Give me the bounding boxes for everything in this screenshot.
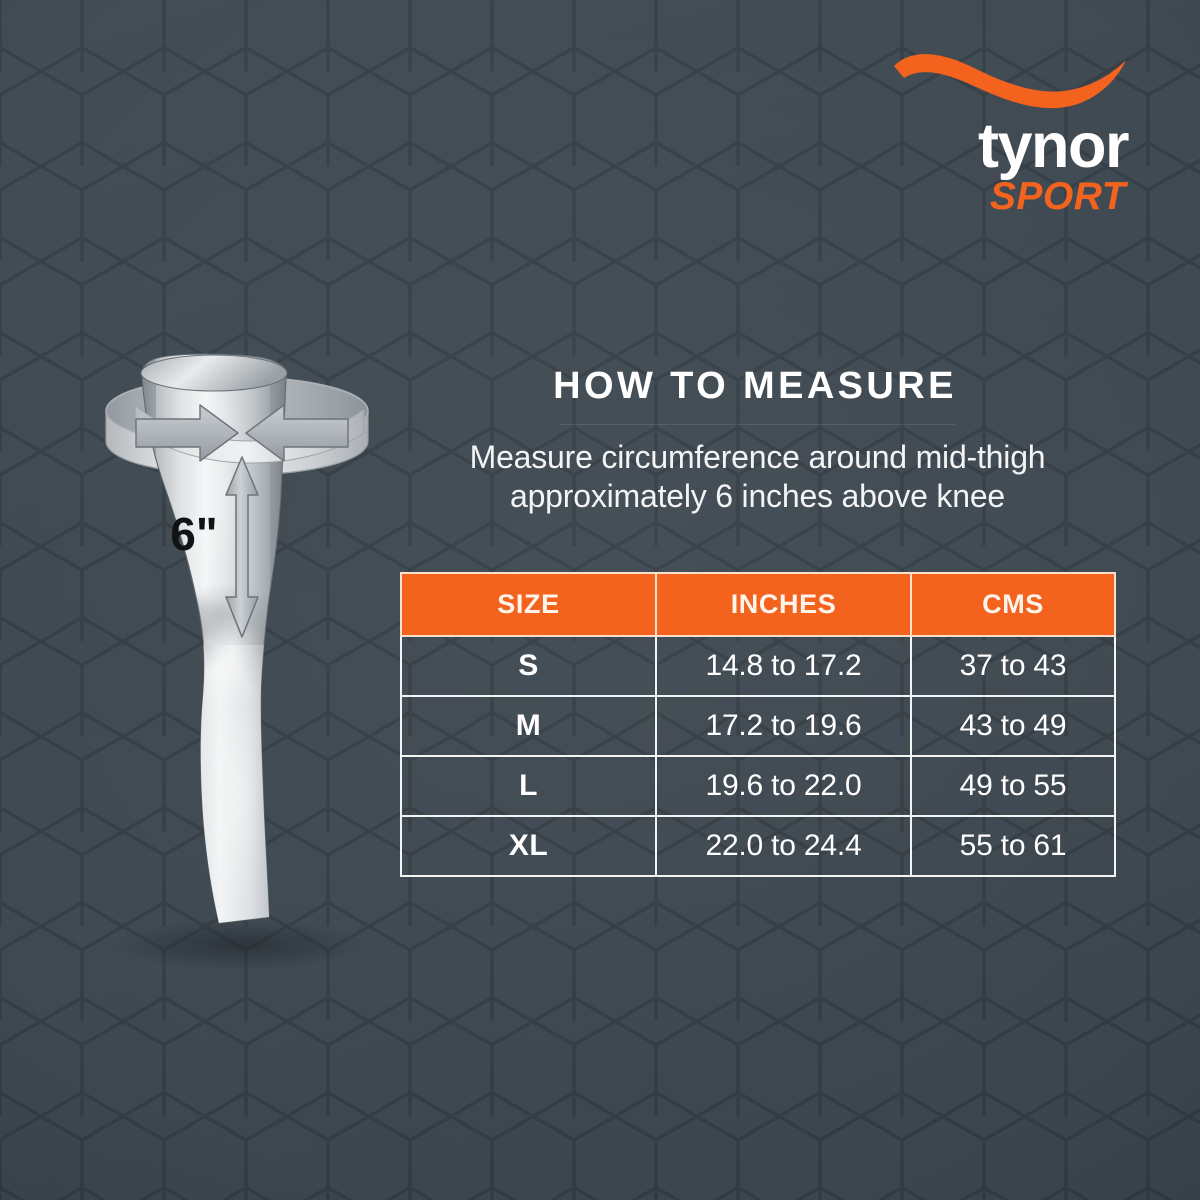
cell-size: XL (400, 815, 657, 877)
page-title: HOW TO MEASURE (553, 365, 957, 407)
measure-instructions-line1: Measure circumference around mid-thigh (469, 439, 1046, 475)
brand-sub: SPORT (989, 175, 1126, 219)
cell-size: S (400, 635, 657, 697)
column-header-inches: INCHES (655, 572, 912, 637)
cell-cms: 43 to 49 (910, 695, 1116, 757)
cell-cms: 49 to 55 (910, 755, 1116, 817)
measure-instructions-line2: approximately 6 inches above knee (509, 478, 1006, 515)
leg-measurement-illustration: 6" (72, 345, 402, 1045)
cell-inches: 14.8 to 17.2 (655, 635, 912, 697)
heading-divider (560, 424, 955, 425)
measure-instructions: Measure circumference around mid-thigh a… (395, 438, 1120, 516)
leg-3d-icon (140, 353, 288, 924)
cell-size: M (400, 695, 657, 757)
table-row: L 19.6 to 22.0 49 to 55 (400, 755, 1116, 817)
brand-name: tynor (978, 111, 1130, 181)
double-headed-vertical-arrow-icon (225, 456, 259, 638)
arrow-right-pointing-icon (135, 404, 239, 462)
column-header-cms: CMS (910, 572, 1116, 637)
size-chart-table: SIZE INCHES CMS S 14.8 to 17.2 37 to 43 … (400, 572, 1116, 877)
column-header-size: SIZE (400, 572, 657, 637)
table-row: M 17.2 to 19.6 43 to 49 (400, 695, 1116, 757)
leg-top-cap (140, 354, 288, 392)
swoosh-icon (894, 54, 1126, 109)
table-row: XL 22.0 to 24.4 55 to 61 (400, 815, 1116, 877)
ground-shadow-icon (108, 919, 372, 971)
cell-inches: 17.2 to 19.6 (655, 695, 912, 757)
table-row: S 14.8 to 17.2 37 to 43 (400, 635, 1116, 697)
cell-cms: 55 to 61 (910, 815, 1116, 877)
brand-logo: tynor SPORT (830, 52, 1130, 228)
table-header-row: SIZE INCHES CMS (400, 572, 1116, 637)
arrow-left-pointing-icon (245, 404, 349, 462)
six-inch-label: 6" (170, 508, 217, 560)
cell-inches: 19.6 to 22.0 (655, 755, 912, 817)
cell-inches: 22.0 to 24.4 (655, 815, 912, 877)
cell-size: L (400, 755, 657, 817)
cell-cms: 37 to 43 (910, 635, 1116, 697)
